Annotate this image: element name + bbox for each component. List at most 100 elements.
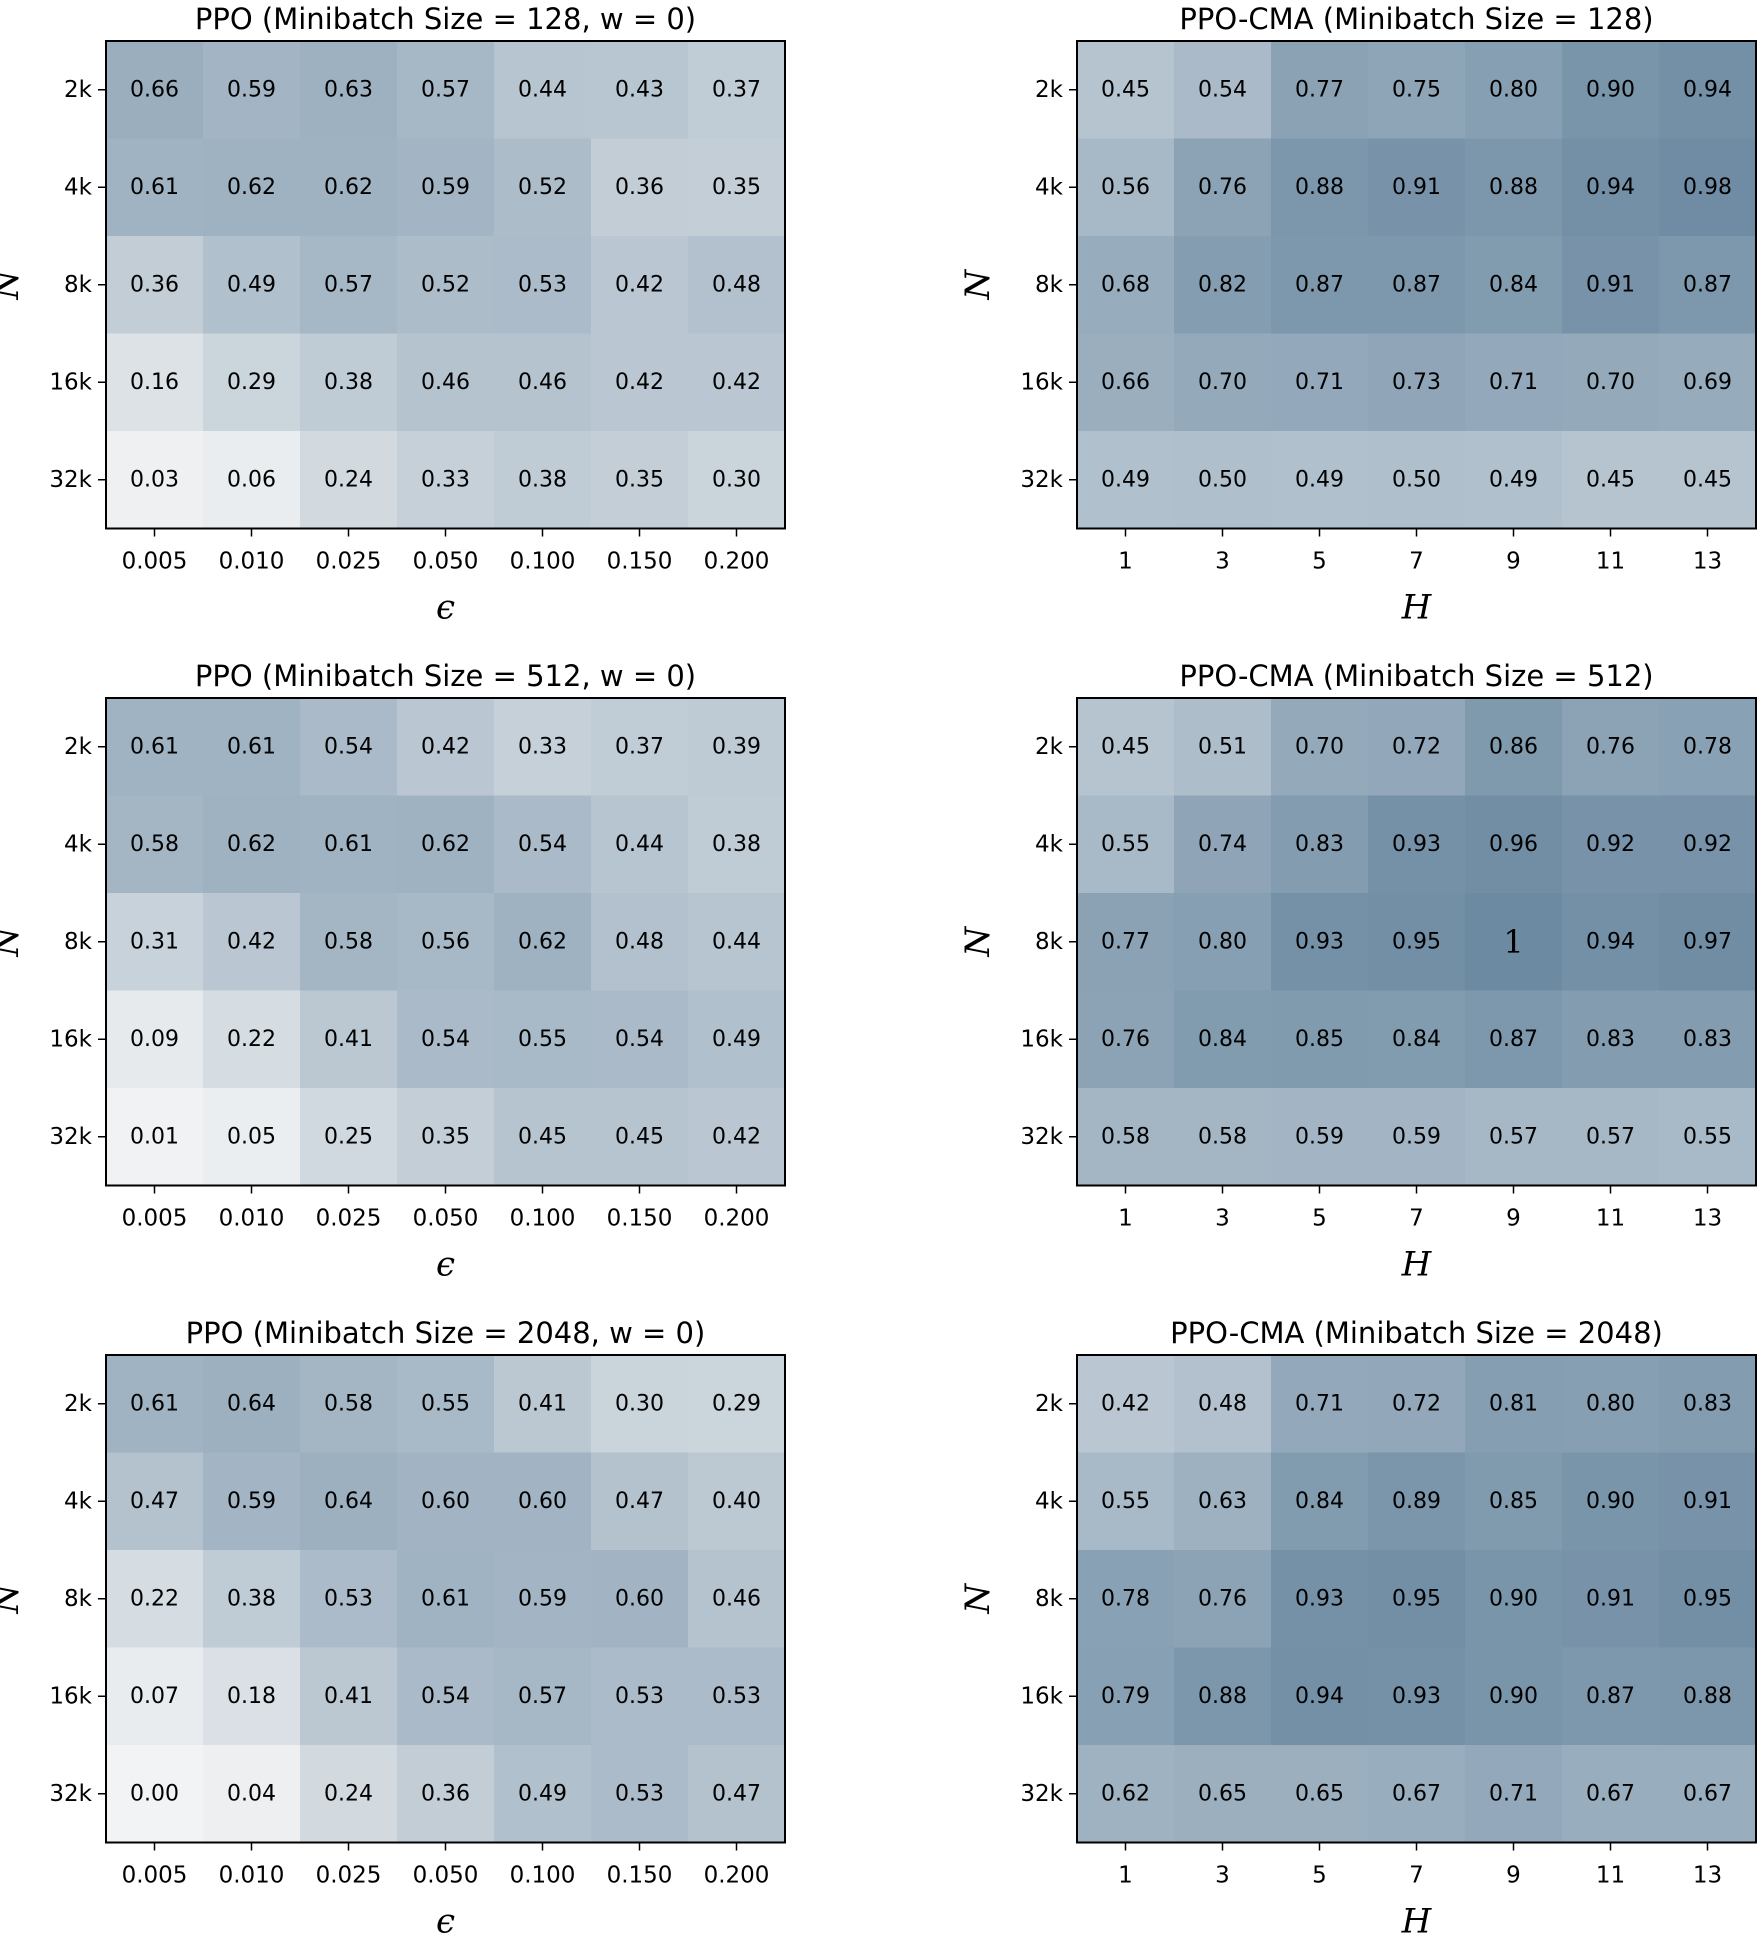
heatmap-cell [1077, 1745, 1175, 1844]
cell-value-label: 0.55 [518, 1027, 567, 1052]
cell-value-label: 0.70 [1295, 734, 1344, 759]
heatmap-cell [1077, 138, 1175, 237]
heatmap-cell [1465, 1550, 1563, 1649]
cell-value-label: 0.65 [1198, 1781, 1247, 1806]
heatmap-cell [1562, 1745, 1660, 1844]
x-tick-label: 3 [1215, 1206, 1230, 1232]
heatmap-cell [203, 1452, 301, 1551]
y-tick-label: 2k [1035, 734, 1064, 760]
cell-value-label: 0.77 [1101, 929, 1150, 954]
heatmap-cell [1271, 1088, 1369, 1187]
heatmap-cell [300, 138, 398, 237]
cell-value-label: 0.66 [1101, 370, 1150, 395]
cell-value-label: 0.72 [1392, 1391, 1441, 1416]
heatmap-cell [1077, 1088, 1175, 1187]
y-tick-label: 4k [1035, 1488, 1064, 1514]
heatmap-cell [1465, 1088, 1563, 1187]
heatmap-cell [1659, 236, 1757, 335]
heatmap-cell [106, 138, 204, 237]
cell-value-label: 0.95 [1683, 1586, 1732, 1611]
heatmap-cell [1077, 1647, 1175, 1746]
cell-value-label: 0.98 [1683, 175, 1732, 200]
cell-value-label: 0.84 [1198, 1027, 1247, 1052]
heatmap-cell [1659, 1355, 1757, 1454]
cell-value-label: 0.62 [421, 832, 470, 857]
heatmap-cell [397, 1452, 495, 1551]
cell-value-label: 0.53 [518, 272, 567, 297]
heatmap-cell [1368, 698, 1466, 797]
cell-value-label: 0.61 [130, 734, 179, 759]
x-tick-label: 0.050 [413, 1863, 479, 1889]
heatmap-cell [688, 138, 786, 237]
heatmap-cell [203, 795, 301, 894]
heatmap-cell [1562, 1088, 1660, 1187]
cell-value-label: 0.97 [1683, 929, 1732, 954]
cell-value-label: 0.36 [421, 1781, 470, 1806]
x-axis-label: ϵ [436, 588, 455, 628]
heatmap-cell [300, 893, 398, 992]
x-axis-label: H [1401, 588, 1433, 628]
cell-value-label: 0.84 [1392, 1027, 1441, 1052]
heatmap-cell [1077, 1452, 1175, 1551]
heatmap-cell [494, 1550, 592, 1649]
cell-value-label: 0.53 [712, 1684, 761, 1709]
heatmap-cell [106, 698, 204, 797]
cell-value-label: 0.59 [227, 77, 276, 102]
heatmap-cell [591, 893, 689, 992]
heatmap-cell [1271, 431, 1369, 530]
panel-title: PPO-CMA (Minibatch Size = 128) [1179, 2, 1653, 36]
cell-value-label: 0.49 [227, 272, 276, 297]
cell-value-label: 0.45 [1101, 77, 1150, 102]
cell-value-label: 0.38 [712, 832, 761, 857]
cell-value-label: 0.63 [1198, 1489, 1247, 1514]
heatmap-cell [1174, 1647, 1272, 1746]
cell-value-label: 0.25 [324, 1124, 373, 1149]
cell-value-label: 0.58 [324, 929, 373, 954]
cell-value-label: 0.48 [1198, 1391, 1247, 1416]
cell-value-label: 0.94 [1683, 77, 1732, 102]
cell-value-label: 0.42 [227, 929, 276, 954]
x-tick-label: 0.050 [413, 1206, 479, 1232]
cell-value-label: 0.92 [1586, 832, 1635, 857]
heatmap-cell [688, 1355, 786, 1454]
heatmap-cell [106, 431, 204, 530]
y-tick-label: 32k [49, 1781, 92, 1807]
heatmap-cell [1465, 893, 1563, 992]
x-tick-label: 13 [1693, 1863, 1722, 1889]
y-tick-label: 4k [1035, 174, 1064, 200]
y-tick-label: 16k [1020, 1026, 1063, 1052]
cell-value-label: 0.93 [1392, 1684, 1441, 1709]
cell-value-label: 0.42 [615, 272, 664, 297]
cell-value-label: 1 [1503, 923, 1523, 961]
heatmap-cell [1465, 236, 1563, 335]
cell-value-label: 0.60 [421, 1489, 470, 1514]
cell-value-label: 0.57 [324, 272, 373, 297]
heatmap-cell [494, 138, 592, 237]
y-tick-label: 8k [1035, 1586, 1064, 1612]
heatmap-cell [1562, 990, 1660, 1089]
heatmap-cell [688, 893, 786, 992]
cell-value-label: 0.71 [1295, 370, 1344, 395]
cell-value-label: 0.78 [1101, 1586, 1150, 1611]
cell-value-label: 0.70 [1198, 370, 1247, 395]
heatmap-cell [300, 1647, 398, 1746]
y-tick-label: 16k [49, 369, 92, 395]
x-tick-label: 7 [1409, 1863, 1424, 1889]
cell-value-label: 0.53 [324, 1586, 373, 1611]
cell-value-label: 0.94 [1586, 929, 1635, 954]
cell-value-label: 0.45 [1683, 467, 1732, 492]
cell-value-label: 0.46 [421, 370, 470, 395]
cell-value-label: 0.90 [1586, 1489, 1635, 1514]
x-tick-label: 0.010 [219, 549, 285, 575]
heatmap-cell [591, 990, 689, 1089]
cell-value-label: 0.18 [227, 1684, 276, 1709]
heatmap-cell [397, 1088, 495, 1187]
cell-value-label: 0.95 [1392, 1586, 1441, 1611]
y-tick-label: 16k [1020, 1683, 1063, 1709]
heatmap-cell [1659, 1745, 1757, 1844]
heatmap-cell [1368, 1355, 1466, 1454]
heatmap-panel-6: PPO-CMA (Minibatch Size = 2048) 0.42 0.48 0… [958, 1316, 1757, 1939]
cell-value-label: 0.62 [324, 175, 373, 200]
heatmap-cell [203, 236, 301, 335]
cell-value-label: 0.45 [1586, 467, 1635, 492]
